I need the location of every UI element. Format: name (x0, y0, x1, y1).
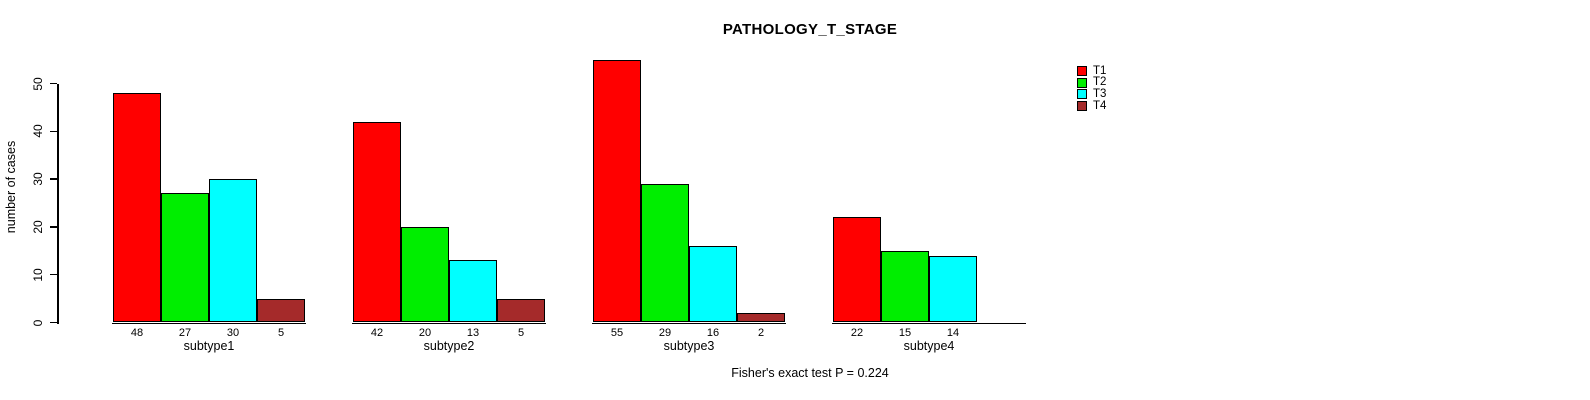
bar-subtype3-T4 (737, 312, 785, 323)
y-axis-tick-label: 30 (31, 172, 45, 186)
bar-value-label: 5 (517, 327, 525, 339)
bar-subtype1-T4 (257, 298, 305, 323)
y-axis-tick (50, 226, 57, 228)
bar-value-label: 5 (277, 327, 285, 339)
y-axis-tick-label: 20 (31, 220, 45, 234)
bar-value-label: 55 (610, 327, 624, 339)
y-axis-tick (50, 178, 57, 180)
group-baseline (112, 322, 306, 324)
category-label-subtype4: subtype4 (903, 339, 955, 353)
bar-value-label: 14 (946, 327, 960, 339)
bar-subtype3-T3 (689, 246, 737, 323)
legend-swatch-T4 (1077, 101, 1087, 112)
y-axis-line (57, 83, 59, 324)
y-axis-label: number of cases (4, 140, 18, 234)
y-axis-tick (50, 273, 57, 276)
legend-swatch-T1 (1077, 66, 1087, 76)
legend-label-T2: T2 (1093, 76, 1107, 89)
bar-subtype4-T3 (929, 255, 977, 323)
bar-value-label: 2 (757, 327, 765, 339)
bar-subtype2-T1 (353, 121, 401, 323)
bar-subtype1-T2 (161, 193, 209, 323)
category-label-subtype3: subtype3 (663, 339, 715, 353)
group-baseline (352, 322, 546, 324)
legend-label-T4: T4 (1093, 99, 1107, 112)
bar-subtype4-T2 (881, 250, 929, 323)
bar-subtype2-T3 (449, 260, 497, 323)
legend-label-T1: T1 (1093, 64, 1107, 77)
y-axis-tick-label: 0 (31, 319, 45, 326)
bar-subtype3-T2 (641, 183, 689, 323)
bar-value-label: 15 (898, 327, 912, 339)
group-baseline (592, 322, 786, 324)
bar-value-label: 42 (370, 327, 384, 339)
bar-subtype1-T1 (113, 93, 161, 323)
bar-value-label: 13 (466, 327, 480, 339)
y-axis-tick-label: 10 (31, 268, 45, 282)
chart-title: PATHOLOGY_T_STAGE (722, 21, 898, 38)
bar-value-label: 48 (130, 327, 144, 339)
bar-subtype1-T3 (209, 179, 257, 323)
bar-subtype2-T4 (497, 298, 545, 323)
bar-value-label: 22 (850, 327, 864, 339)
y-axis-tick-label: 40 (31, 124, 45, 138)
legend-swatch-T2 (1077, 77, 1087, 88)
bar-value-label: 16 (706, 327, 720, 339)
bar-subtype4-T1 (833, 217, 881, 323)
bar-subtype2-T2 (401, 226, 449, 323)
y-axis-tick (50, 130, 57, 133)
legend-label-T3: T3 (1093, 87, 1107, 100)
bar-value-label: 27 (178, 327, 192, 339)
bar-value-label: 29 (658, 327, 672, 339)
y-axis-tick (50, 82, 57, 85)
legend-swatch-T3 (1077, 89, 1087, 100)
bar-subtype3-T1 (593, 59, 641, 323)
y-axis-tick (50, 321, 57, 324)
category-label-subtype1: subtype1 (183, 339, 235, 353)
bar-value-label: 30 (226, 327, 240, 339)
category-label-subtype2: subtype2 (423, 339, 475, 353)
bar-value-label: 20 (418, 327, 432, 339)
statistical-test-caption: Fisher's exact test P = 0.224 (731, 366, 889, 380)
y-axis-tick-label: 50 (31, 76, 45, 91)
group-baseline (832, 322, 1026, 324)
